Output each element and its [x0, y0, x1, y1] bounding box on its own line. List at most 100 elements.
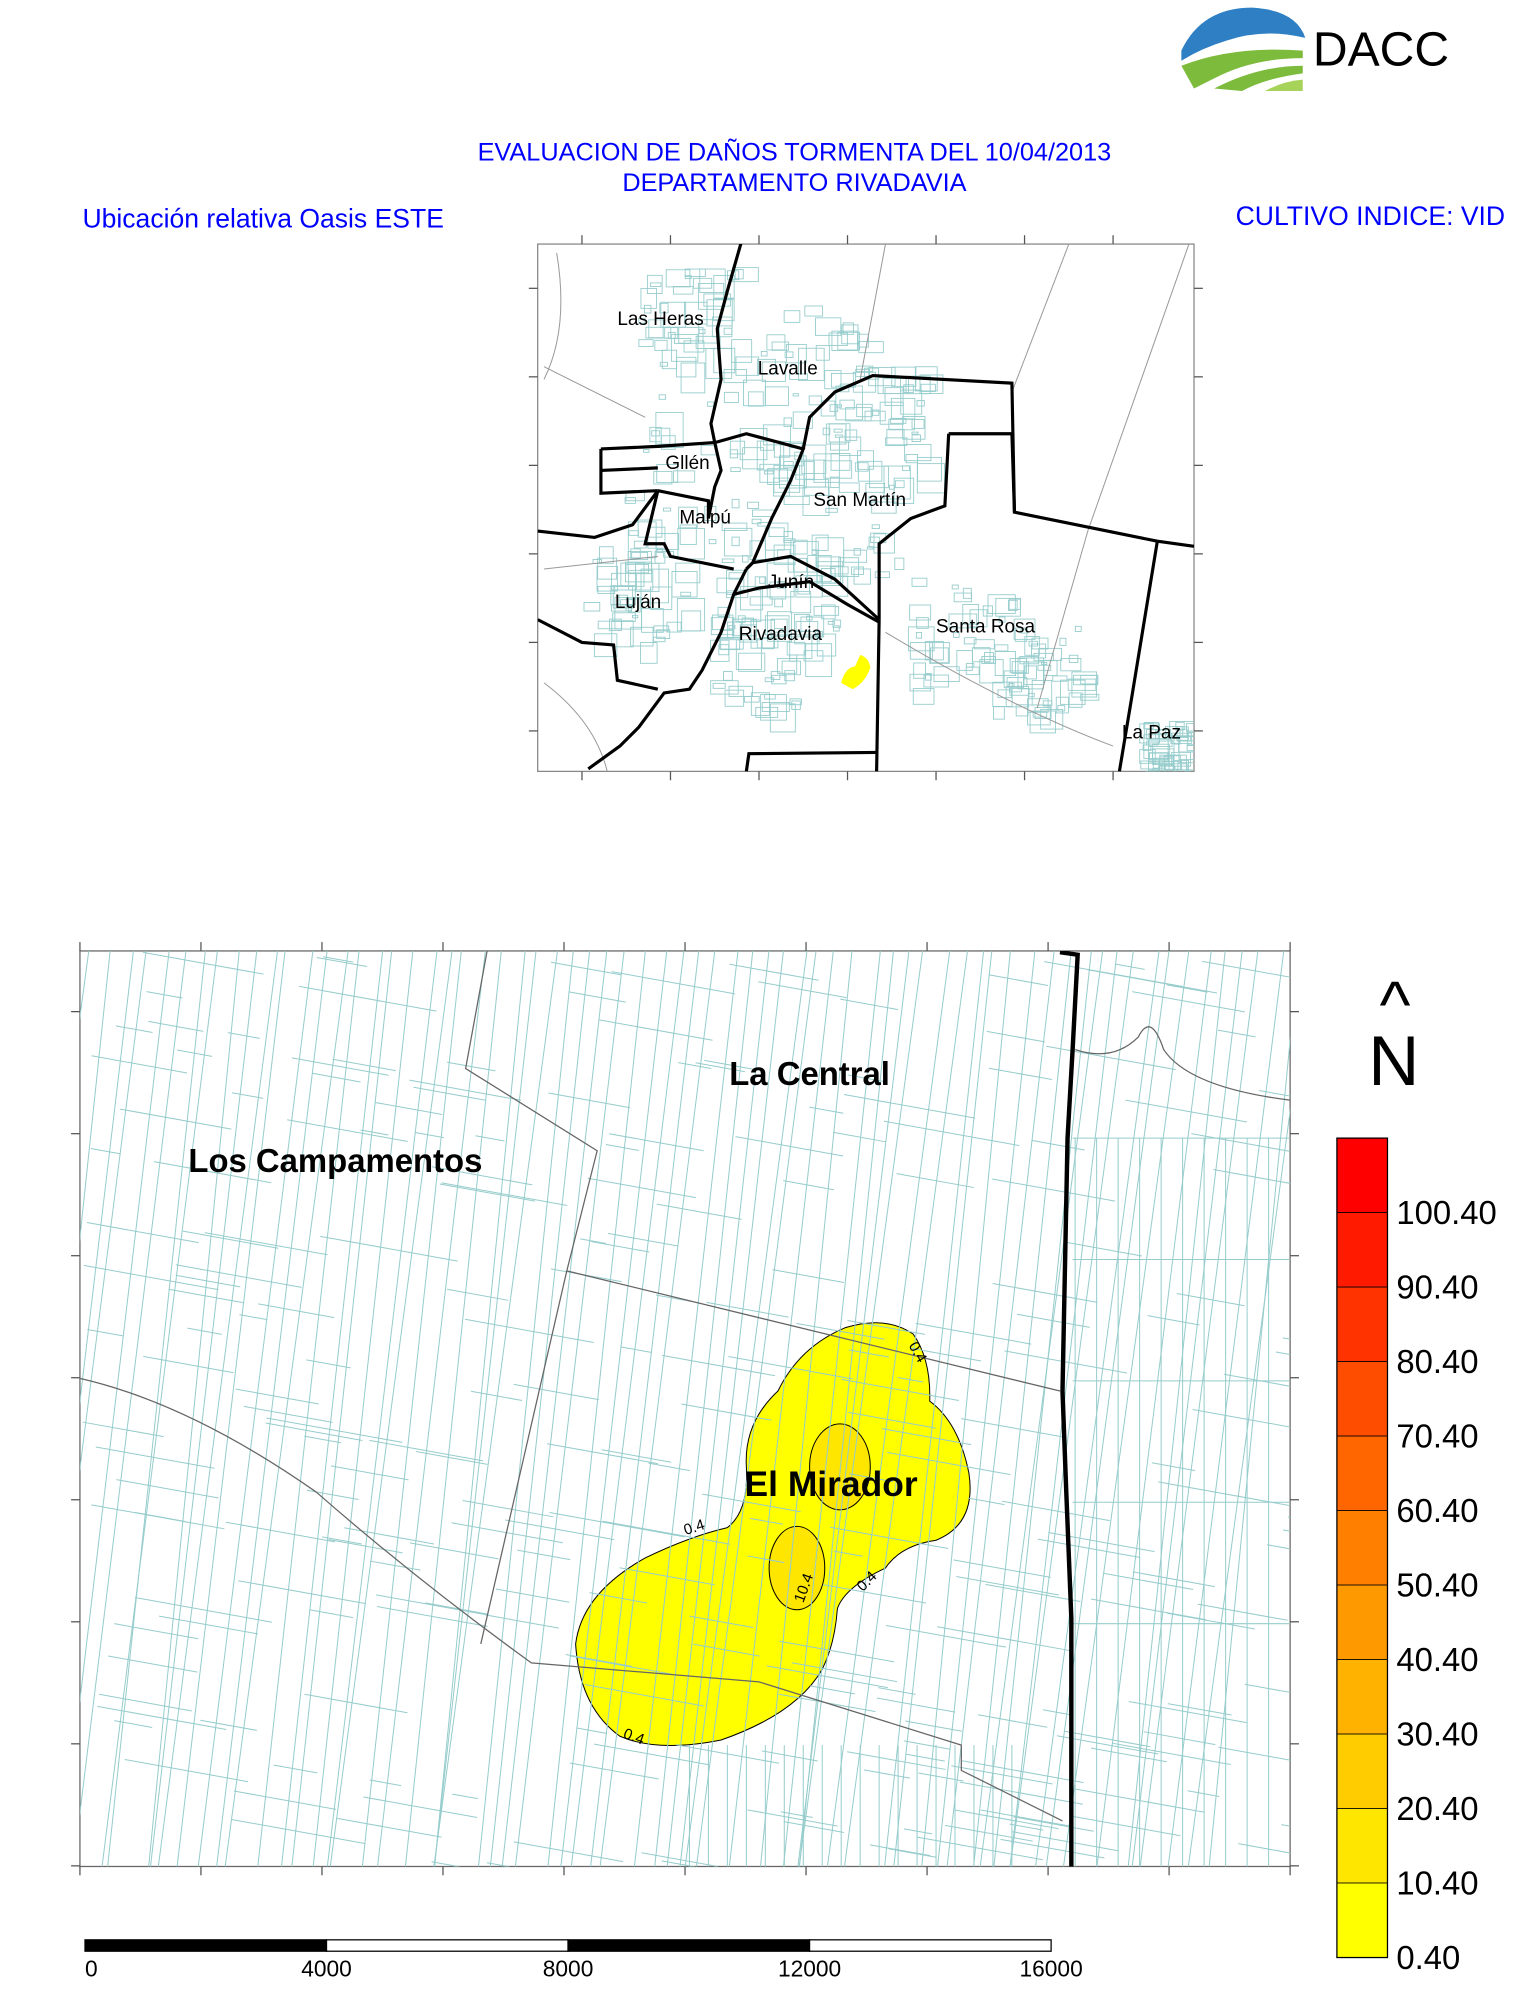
inset-parcel: [635, 562, 660, 593]
parcel-line: [369, 1439, 484, 1462]
parcel-line: [1013, 1816, 1094, 1832]
parcel-line: [1035, 950, 1160, 1867]
parcel-line: [695, 950, 817, 1867]
parcel-line: [779, 1640, 895, 1663]
inset-parcel: [902, 416, 926, 440]
north-arrow: ^ N: [1368, 967, 1419, 1101]
inset-parcel: [698, 283, 725, 310]
inset-parcel: [770, 618, 788, 637]
parcel-line: [377, 950, 486, 1867]
parcel-line: [513, 1383, 599, 1401]
parcel-line: [980, 1809, 1072, 1827]
inset-parcel: [750, 692, 770, 716]
inset-parcel: [841, 324, 859, 345]
parcel-line: [1087, 969, 1218, 994]
place-label-el-mirador: El Mirador: [745, 1464, 918, 1504]
inset-parcel: [630, 626, 654, 647]
parcel-line: [446, 1288, 509, 1301]
parcel-line: [798, 950, 924, 1867]
parcel-line: [589, 1592, 648, 1604]
parcel-line: [570, 1655, 673, 1675]
parcel-line: [1218, 1746, 1291, 1761]
legend-label: 50.40: [1396, 1566, 1478, 1603]
inset-parcel: [916, 463, 945, 494]
inset-parcel: [802, 486, 830, 516]
parcel-line: [431, 1166, 533, 1186]
parcel-line: [1132, 991, 1245, 1013]
parcel-line: [704, 1059, 755, 1070]
inset-parcel: [1032, 711, 1048, 718]
inset-parcel: [815, 317, 842, 336]
legend-label: 0.40: [1396, 1939, 1460, 1976]
inset-parcel: [830, 453, 851, 471]
inset-parcel: [979, 659, 1004, 684]
inset-parcel: [611, 572, 637, 591]
inset-parcel: [893, 477, 915, 504]
parcel-line: [823, 1584, 927, 1604]
parcel-line: [433, 950, 558, 1867]
inset-parcel: [888, 484, 895, 490]
inset-parcel: [707, 401, 715, 407]
parcel-line: [679, 950, 784, 1867]
inset-parcel: [1020, 628, 1028, 634]
parcel-line: [114, 1720, 153, 1728]
parcel-line: [848, 1349, 889, 1358]
inset-parcel: [1158, 765, 1176, 772]
inset-parcel: [684, 268, 706, 277]
inset-parcel: [720, 636, 741, 651]
parcel-line: [148, 950, 240, 1867]
inset-parcel: [675, 562, 701, 584]
parcel-line: [951, 1765, 1053, 1785]
inset-parcel: [1074, 625, 1082, 632]
parcel-line: [915, 1322, 1032, 1345]
dept-label-guaymallen: Gllén: [665, 453, 709, 474]
inset-parcel: [811, 534, 829, 551]
inset-parcel: [680, 591, 692, 597]
parcel-line: [797, 950, 910, 1867]
inset-parcel: [997, 689, 1013, 699]
inset-parcel: [680, 362, 706, 394]
parcel-line: [464, 1318, 594, 1343]
inset-parcel: [710, 617, 735, 636]
parcel-line: [233, 1790, 337, 1810]
legend-band: [1336, 1659, 1388, 1735]
parcel-line: [257, 950, 360, 1867]
parcel-line: [883, 1120, 1020, 1147]
inset-parcel: [1027, 692, 1035, 698]
parcel-line: [83, 1264, 219, 1291]
inset-parcel: [656, 629, 671, 639]
parcel-line: [609, 1133, 704, 1152]
parcel-line: [798, 950, 894, 1867]
inset-parcel: [761, 361, 786, 382]
inset-parcel: [1015, 704, 1029, 717]
dept-label-santa-rosa: Santa Rosa: [936, 616, 1036, 637]
parcel-line: [760, 950, 853, 1867]
parcel-line: [654, 950, 754, 1867]
scale-bar-label: 4000: [301, 1956, 352, 1982]
parcel-line: [903, 1828, 933, 1835]
parcel-line: [433, 950, 537, 1867]
inset-parcel: [739, 428, 768, 461]
parcel-line: [332, 1058, 396, 1072]
parcel-line: [1125, 1099, 1248, 1123]
scale-bar-label: 16000: [1019, 1956, 1082, 1982]
parcel-line: [921, 950, 1011, 1867]
parcel-line: [462, 1500, 554, 1518]
parcel-line: [91, 1055, 188, 1074]
parcel-line: [876, 1697, 956, 1713]
inset-parcel: [854, 462, 869, 472]
dept-label-la-paz: La Paz: [1122, 723, 1181, 744]
inset-parcel: [683, 340, 705, 353]
inset-parcel: [729, 449, 739, 459]
parcel-line: [501, 950, 608, 1867]
parcel-line: [434, 950, 526, 1867]
parcel-line: [326, 950, 438, 1867]
inset-parcel: [894, 480, 905, 489]
parcel-line: [175, 1264, 302, 1288]
parcel-line: [1187, 1107, 1291, 1867]
parcel-line: [87, 1328, 124, 1337]
inset-parcel: [638, 317, 646, 324]
parcel-line: [281, 950, 384, 1867]
parcel-line: [97, 1705, 227, 1731]
